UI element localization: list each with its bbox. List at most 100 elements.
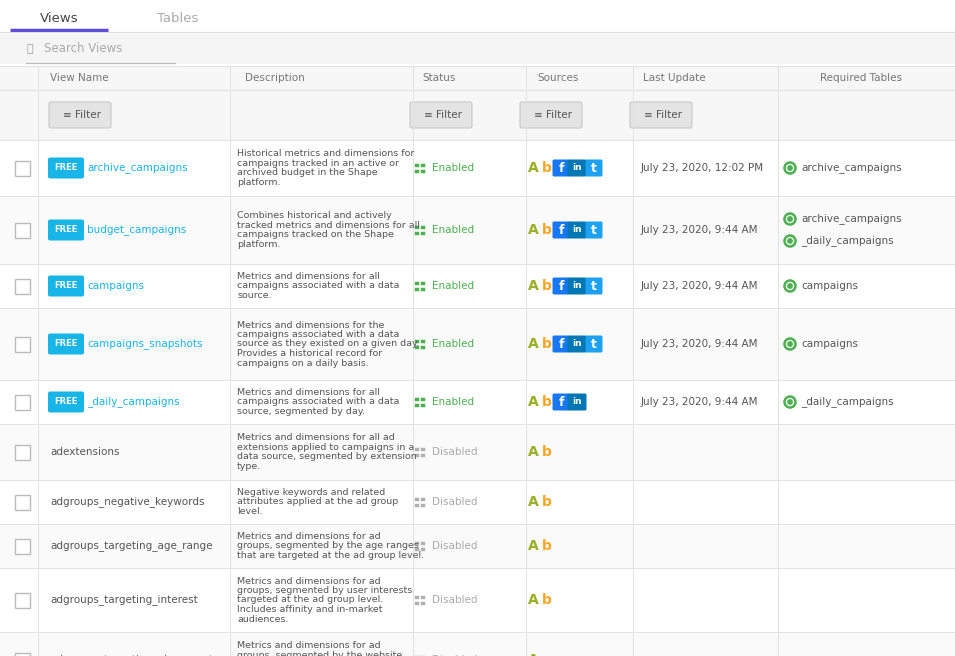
Text: b: b bbox=[542, 161, 552, 175]
Bar bbox=[414, 287, 418, 291]
Text: A: A bbox=[527, 495, 539, 509]
Text: A: A bbox=[527, 223, 539, 237]
Text: FREE: FREE bbox=[54, 281, 77, 291]
Bar bbox=[14, 222, 30, 237]
Bar bbox=[14, 653, 30, 656]
Bar bbox=[414, 338, 418, 343]
Text: Description: Description bbox=[245, 73, 305, 83]
Bar bbox=[420, 163, 425, 167]
Text: A: A bbox=[527, 593, 539, 607]
Text: f: f bbox=[559, 396, 563, 409]
Text: adgroups_targeting_interest: adgroups_targeting_interest bbox=[50, 594, 198, 605]
Bar bbox=[14, 445, 30, 459]
FancyBboxPatch shape bbox=[48, 276, 84, 297]
FancyBboxPatch shape bbox=[553, 394, 569, 411]
Text: audiences.: audiences. bbox=[237, 615, 288, 623]
Text: campaigns associated with a data: campaigns associated with a data bbox=[237, 330, 399, 339]
Text: July 23, 2020, 9:44 AM: July 23, 2020, 9:44 AM bbox=[641, 225, 758, 235]
Text: A: A bbox=[527, 593, 539, 607]
Text: July 23, 2020, 9:44 AM: July 23, 2020, 9:44 AM bbox=[641, 339, 758, 349]
Bar bbox=[414, 403, 418, 407]
FancyBboxPatch shape bbox=[553, 222, 569, 239]
Text: adgroups_targeting_placement: adgroups_targeting_placement bbox=[50, 655, 213, 656]
Text: Sources: Sources bbox=[537, 73, 579, 83]
Text: b: b bbox=[542, 495, 552, 509]
Text: A: A bbox=[527, 337, 539, 351]
Circle shape bbox=[788, 216, 793, 221]
Text: b: b bbox=[542, 337, 552, 351]
FancyBboxPatch shape bbox=[48, 220, 84, 241]
Text: July 23, 2020, 9:44 AM: July 23, 2020, 9:44 AM bbox=[641, 281, 758, 291]
Text: t: t bbox=[591, 224, 597, 237]
Text: ≡ Filter: ≡ Filter bbox=[424, 110, 462, 120]
Text: Disabled: Disabled bbox=[432, 655, 478, 656]
Text: t: t bbox=[591, 337, 597, 350]
Bar bbox=[0, 66, 955, 90]
Bar bbox=[420, 403, 425, 407]
Text: Enabled: Enabled bbox=[432, 225, 474, 235]
Text: archive_campaigns: archive_campaigns bbox=[801, 163, 902, 173]
Text: groups, segmented by the age ranges: groups, segmented by the age ranges bbox=[237, 541, 419, 550]
Text: groups, segmented by user interests: groups, segmented by user interests bbox=[237, 586, 413, 595]
Bar bbox=[420, 231, 425, 236]
Text: Required Tables: Required Tables bbox=[820, 73, 902, 83]
Bar bbox=[414, 169, 418, 173]
Text: A: A bbox=[527, 395, 539, 409]
Text: b: b bbox=[542, 395, 552, 409]
Bar bbox=[0, 424, 955, 480]
Text: data source, segmented by extension: data source, segmented by extension bbox=[237, 452, 416, 461]
Circle shape bbox=[788, 166, 793, 170]
Text: View Name: View Name bbox=[50, 73, 109, 83]
FancyBboxPatch shape bbox=[585, 222, 603, 239]
Bar bbox=[420, 655, 425, 656]
Bar bbox=[14, 394, 30, 409]
Text: level.: level. bbox=[237, 507, 263, 516]
Text: Metrics and dimensions for all: Metrics and dimensions for all bbox=[237, 272, 380, 281]
Text: Enabled: Enabled bbox=[432, 397, 474, 407]
Text: Includes affinity and in-market: Includes affinity and in-market bbox=[237, 605, 383, 614]
Text: Tables: Tables bbox=[158, 12, 199, 24]
FancyBboxPatch shape bbox=[585, 277, 603, 295]
Text: Metrics and dimensions for all: Metrics and dimensions for all bbox=[237, 388, 380, 397]
Text: Provides a historical record for: Provides a historical record for bbox=[237, 349, 382, 358]
Text: type.: type. bbox=[237, 462, 262, 471]
Text: A: A bbox=[527, 223, 539, 237]
Text: source.: source. bbox=[237, 291, 271, 300]
Text: b: b bbox=[542, 539, 552, 553]
Bar bbox=[414, 497, 418, 501]
Text: archived budget in the Shape: archived budget in the Shape bbox=[237, 168, 377, 177]
Text: campaigns_snapshots: campaigns_snapshots bbox=[87, 338, 202, 350]
Text: ≡ Filter: ≡ Filter bbox=[63, 110, 101, 120]
Text: in: in bbox=[572, 226, 582, 234]
Text: A: A bbox=[527, 539, 539, 553]
Bar bbox=[0, 568, 955, 632]
Bar bbox=[14, 279, 30, 293]
Bar bbox=[420, 169, 425, 173]
Text: in: in bbox=[572, 163, 582, 173]
Text: source as they existed on a given day.: source as they existed on a given day. bbox=[237, 340, 419, 348]
Text: b: b bbox=[542, 279, 552, 293]
FancyBboxPatch shape bbox=[48, 157, 84, 178]
Bar bbox=[0, 264, 955, 308]
Text: FREE: FREE bbox=[54, 163, 77, 173]
Text: f: f bbox=[559, 279, 563, 293]
Text: campaigns: campaigns bbox=[801, 339, 858, 349]
Text: A: A bbox=[527, 279, 539, 293]
Text: campaigns associated with a data: campaigns associated with a data bbox=[237, 398, 399, 407]
Bar bbox=[420, 546, 425, 551]
Bar bbox=[420, 502, 425, 507]
Bar bbox=[414, 225, 418, 229]
FancyBboxPatch shape bbox=[567, 159, 586, 176]
Text: f: f bbox=[559, 337, 563, 350]
Bar bbox=[414, 447, 418, 451]
Text: A: A bbox=[527, 395, 539, 409]
Text: campaigns: campaigns bbox=[87, 281, 144, 291]
Text: Disabled: Disabled bbox=[432, 497, 478, 507]
Bar bbox=[414, 502, 418, 507]
Text: A: A bbox=[527, 653, 539, 656]
Text: adgroups_targeting_age_range: adgroups_targeting_age_range bbox=[50, 541, 213, 552]
Text: A: A bbox=[527, 161, 539, 175]
Text: Last Update: Last Update bbox=[643, 73, 706, 83]
Bar bbox=[420, 453, 425, 457]
Text: platform.: platform. bbox=[237, 239, 281, 249]
